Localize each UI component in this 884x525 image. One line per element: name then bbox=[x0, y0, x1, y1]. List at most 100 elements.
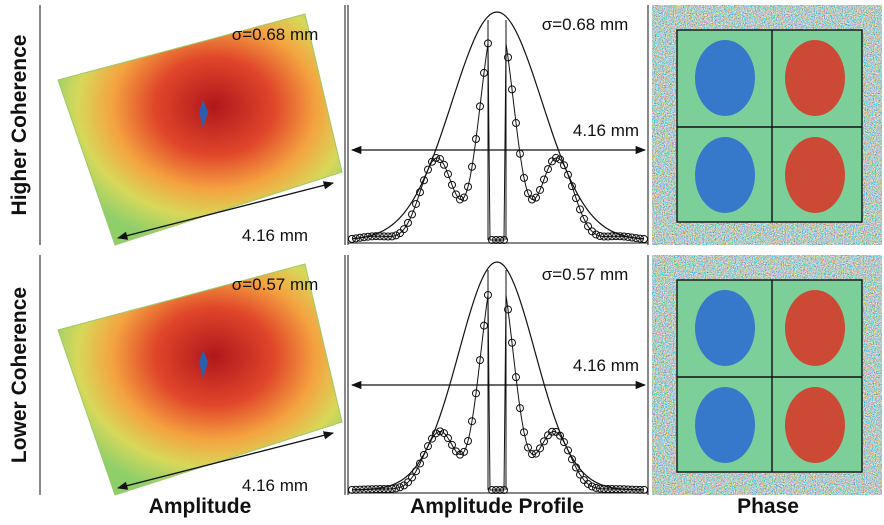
sample-point bbox=[428, 434, 436, 443]
sample-point bbox=[412, 467, 420, 476]
phase-frame bbox=[676, 29, 863, 223]
sample-point bbox=[512, 373, 520, 382]
width-arrow bbox=[116, 431, 335, 490]
sample-point bbox=[436, 155, 444, 164]
column-label: Phase bbox=[737, 495, 799, 518]
sample-point bbox=[592, 483, 600, 492]
sample-point bbox=[532, 193, 540, 202]
sample-point bbox=[360, 485, 368, 494]
sample-point bbox=[492, 486, 500, 494]
sample-point bbox=[572, 463, 580, 472]
sample-point bbox=[404, 218, 412, 227]
sample-point bbox=[348, 485, 356, 494]
sample-point bbox=[532, 449, 540, 458]
sample-point bbox=[492, 236, 500, 244]
sample-point bbox=[396, 483, 404, 492]
sample-point bbox=[608, 485, 616, 494]
sample-point bbox=[568, 455, 576, 464]
sample-point bbox=[368, 232, 376, 241]
sample-point bbox=[408, 473, 416, 482]
sample-point bbox=[440, 160, 448, 169]
sample-point bbox=[588, 482, 596, 491]
sample-point bbox=[564, 446, 572, 455]
sample-point bbox=[420, 176, 428, 185]
sample-point bbox=[524, 189, 532, 198]
sample-point bbox=[576, 470, 584, 479]
sample-point bbox=[628, 485, 636, 494]
sample-point bbox=[504, 305, 512, 314]
sample-point bbox=[604, 232, 612, 241]
sample-point bbox=[416, 459, 424, 468]
sample-point bbox=[500, 486, 508, 494]
peak bbox=[199, 350, 208, 378]
width-label: 4.16 mm bbox=[573, 121, 639, 140]
sample-point bbox=[404, 478, 412, 487]
sample-point bbox=[508, 85, 516, 94]
measured-profile bbox=[351, 43, 645, 241]
phase-object bbox=[785, 40, 845, 116]
sample-point bbox=[620, 485, 628, 494]
phase-object bbox=[695, 290, 755, 366]
sample-point bbox=[624, 232, 632, 241]
sample-point bbox=[568, 182, 576, 191]
sample-point bbox=[408, 210, 416, 219]
sample-point bbox=[440, 429, 448, 438]
gaussian-fit bbox=[351, 11, 645, 240]
sample-point bbox=[528, 450, 536, 459]
sample-point bbox=[640, 485, 648, 494]
sample-point bbox=[444, 170, 452, 179]
sample-point bbox=[560, 438, 568, 447]
sample-point bbox=[636, 485, 644, 494]
row-label: Lower Coherence bbox=[8, 287, 31, 463]
sample-point bbox=[520, 428, 528, 437]
sample-point bbox=[352, 234, 360, 243]
sample-point bbox=[520, 173, 528, 182]
sample-point bbox=[392, 484, 400, 493]
sample-point bbox=[616, 232, 624, 241]
sample-point bbox=[352, 485, 360, 494]
sample-point bbox=[448, 180, 456, 189]
sample-point bbox=[596, 484, 604, 493]
sample-point bbox=[384, 484, 392, 493]
sample-point bbox=[376, 485, 384, 494]
sample-point bbox=[600, 232, 608, 241]
sample-point bbox=[372, 485, 380, 494]
sample-point bbox=[580, 214, 588, 223]
sample-point bbox=[380, 232, 388, 241]
sample-point bbox=[400, 225, 408, 234]
sample-point bbox=[616, 485, 624, 494]
width-arrow bbox=[116, 181, 335, 240]
sample-point bbox=[628, 233, 636, 242]
sigma-label: σ=0.57 mm bbox=[542, 265, 629, 284]
sample-point bbox=[444, 434, 452, 443]
phase-object bbox=[785, 290, 845, 366]
sample-point bbox=[592, 230, 600, 239]
sample-point bbox=[424, 442, 432, 451]
sample-point bbox=[360, 233, 368, 242]
sample-point bbox=[632, 485, 640, 494]
sample-point bbox=[572, 194, 580, 203]
sample-point bbox=[420, 450, 428, 459]
sample-point bbox=[460, 193, 468, 202]
sample-point bbox=[464, 182, 472, 191]
sample-point bbox=[356, 233, 364, 242]
sample-point bbox=[608, 232, 616, 241]
phase-object bbox=[695, 137, 755, 213]
sample-point bbox=[528, 195, 536, 204]
sigma-label: σ=0.57 mm bbox=[232, 275, 319, 294]
sample-point bbox=[456, 195, 464, 204]
sample-point bbox=[536, 444, 544, 453]
sample-point bbox=[600, 484, 608, 493]
sample-point bbox=[496, 236, 504, 244]
sample-point bbox=[544, 165, 552, 174]
sigma-label: σ=0.68 mm bbox=[232, 25, 319, 44]
row-label: Higher Coherence bbox=[8, 35, 31, 216]
sample-point bbox=[584, 479, 592, 488]
sample-point bbox=[476, 356, 484, 365]
sample-point bbox=[524, 443, 532, 452]
sample-point bbox=[612, 232, 620, 241]
sample-point bbox=[472, 135, 480, 144]
sample-point bbox=[364, 232, 372, 241]
phase-object bbox=[695, 40, 755, 116]
sample-point bbox=[512, 119, 520, 128]
